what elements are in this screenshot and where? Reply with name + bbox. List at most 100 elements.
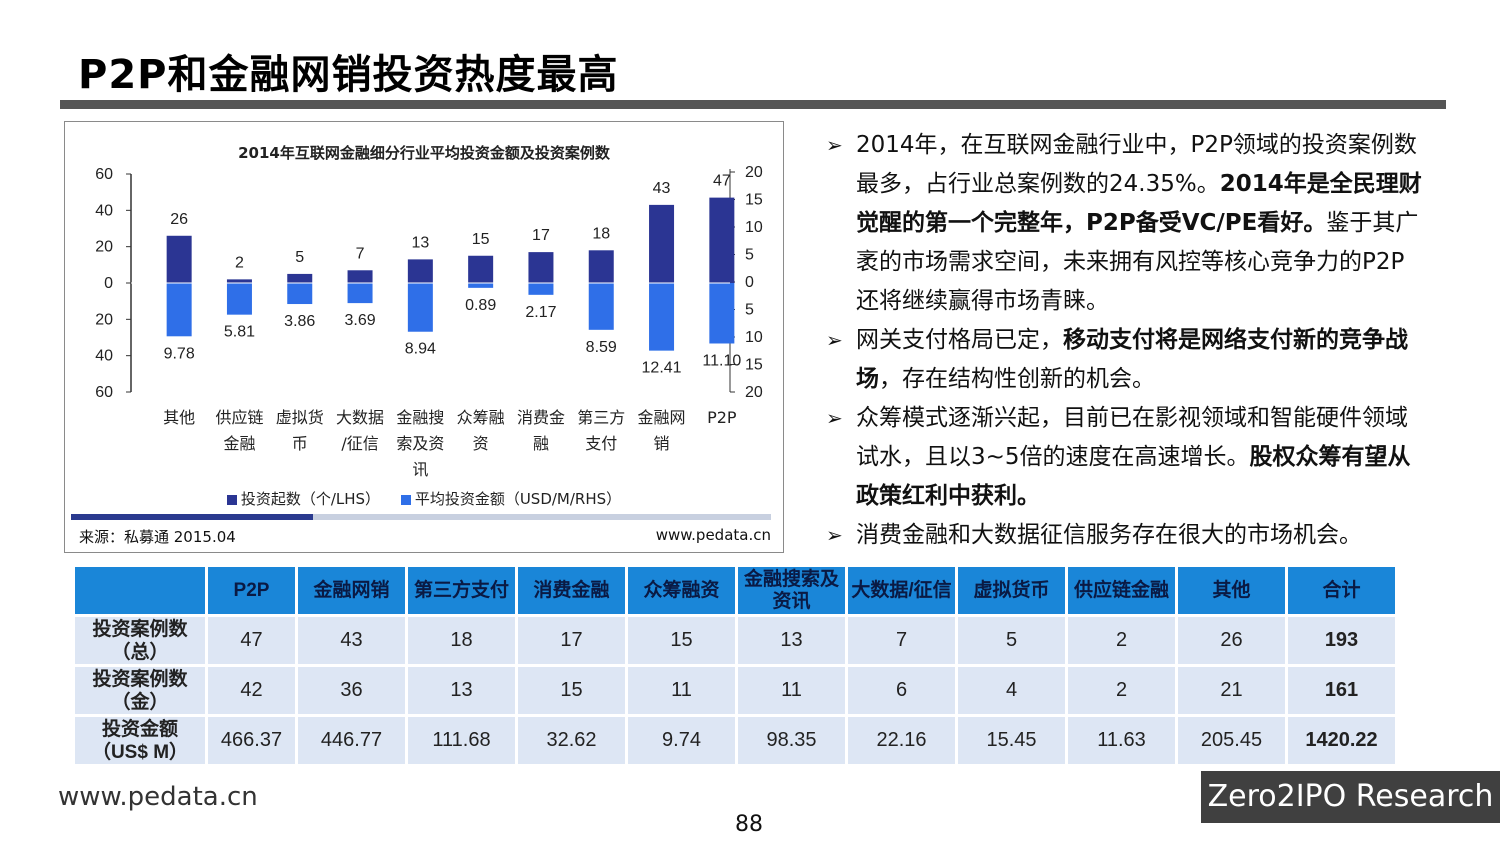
right-tick-label: 15: [745, 357, 763, 374]
table-header-row: P2P 金融网销 第三方支付 消费金融 众筹融资 金融搜索及资讯 大数据/征信 …: [75, 567, 1395, 614]
table-cell: 15.45: [958, 717, 1065, 764]
title-divider: [60, 100, 1446, 109]
row-header: 投资案例数（金）: [75, 667, 205, 714]
legend-swatch-cases: [226, 494, 237, 505]
left-tick-label: 40: [95, 202, 113, 219]
table-cell: 9.74: [628, 717, 735, 764]
category-label: 虚拟货: [276, 408, 324, 427]
bullet-bold-text: 2014年是全民理财觉醒的第一个完整年，P2P备受VC/PE看好。: [856, 171, 1422, 236]
data-label-cases: 18: [592, 225, 610, 242]
table-header: 金融网销: [298, 567, 405, 614]
bullet-text: ，存在结构性创新的机会。: [879, 366, 1155, 392]
data-label-amount: 8.94: [405, 341, 436, 358]
category-label: P2P: [707, 408, 737, 427]
bullet-text: 众筹模式逐渐兴起，目前已在影视领域和智能硬件领域试水，且以3~5倍的速度在高速增…: [856, 405, 1408, 470]
table-header: 消费金融: [518, 567, 625, 614]
left-tick-label: 20: [95, 311, 113, 328]
category-label: /征信: [341, 434, 378, 453]
category-label: 讯: [412, 460, 428, 479]
bar-cases: [709, 197, 735, 283]
data-label-cases: 2: [235, 254, 244, 271]
data-label-cases: 17: [532, 227, 550, 244]
category-label: 金融搜: [396, 408, 444, 427]
legend-item-cases: 投资起数（个/LHS）: [226, 490, 381, 508]
category-label: 金融网: [638, 408, 686, 427]
data-label-cases: 15: [472, 231, 490, 248]
category-label: 币: [292, 434, 308, 453]
chart-source: 来源：私募通 2015.04: [79, 528, 236, 546]
legend-label-amount: 平均投资金额（USD/M/RHS）: [414, 490, 622, 508]
data-label-cases: 43: [653, 180, 671, 197]
table-corner: [75, 567, 205, 614]
bar-amount: [226, 283, 252, 315]
bar-amount: [407, 283, 433, 332]
table-cell: 98.35: [738, 717, 845, 764]
bar-amount: [166, 283, 192, 337]
footer-url: www.pedata.cn: [58, 782, 258, 812]
page-number: 88: [735, 812, 763, 837]
bullet-arrow-icon: ➢: [826, 133, 843, 157]
table-cell: 22.16: [848, 717, 955, 764]
table-cell: 26: [1178, 617, 1285, 664]
bullet-bold-text: 移动支付将是网络支付新的竞争战场: [856, 327, 1408, 392]
right-tick-label: 20: [745, 164, 763, 181]
table-cell: 15: [628, 617, 735, 664]
data-label-amount: 9.78: [164, 345, 195, 362]
table-row: 投资金额（US$ M） 466.37 446.77 111.68 32.62 9…: [75, 717, 1395, 764]
legend-swatch-amount: [400, 494, 411, 505]
bullet-item: ➢ 2014年，在互联网金融行业中，P2P领域的投资案例数最多，占行业总案例数的2…: [826, 126, 1426, 321]
data-label-cases: 47: [713, 173, 731, 190]
table-cell: 7: [848, 617, 955, 664]
data-label-cases: 5: [295, 249, 304, 266]
right-tick-label: 10: [745, 329, 763, 346]
category-label: 供应链: [215, 408, 263, 427]
bullet-text: 网关支付格局已定，: [856, 327, 1063, 353]
table-cell: 17: [518, 617, 625, 664]
table-cell: 4: [958, 667, 1065, 714]
table-cell: 11: [738, 667, 845, 714]
bar-cases: [588, 250, 614, 283]
bullet-text: 消费金融和大数据征信服务存在很大的市场机会。: [856, 522, 1362, 548]
legend-label-cases: 投资起数（个/LHS）: [240, 490, 381, 508]
bar-cases: [528, 252, 554, 283]
chart-panel: 2014年互联网金融细分行业平均投资金额及投资案例数 60 40 20 0 20 40 60…: [64, 121, 784, 553]
bullet-arrow-icon: ➢: [826, 406, 843, 430]
bullet-item: ➢ 众筹模式逐渐兴起，目前已在影视领域和智能硬件领域试水，且以3~5倍的速度在高速…: [826, 399, 1426, 516]
category-label: 消费金: [517, 408, 565, 427]
table-cell: 2: [1068, 667, 1175, 714]
bullet-list: ➢ 2014年，在互联网金融行业中，P2P领域的投资案例数最多，占行业总案例数的2…: [826, 126, 1426, 555]
table-header: P2P: [208, 567, 295, 614]
right-tick-label: 15: [745, 192, 763, 209]
right-tick-label: 5: [745, 302, 754, 319]
table-total-cell: 1420.22: [1288, 717, 1395, 764]
bullet-arrow-icon: ➢: [826, 523, 843, 547]
table-cell: 13: [408, 667, 515, 714]
category-label: 资: [473, 434, 489, 453]
left-tick-label: 20: [95, 239, 113, 256]
data-label-amount: 12.41: [642, 360, 682, 377]
chart-title: 2014年互联网金融细分行业平均投资金额及投资案例数: [238, 144, 610, 162]
bullet-text: 鉴于其广袤的市场需求空间，未来拥有风控等核心竞争力的P2P还将继续赢得市场青睐。: [856, 210, 1419, 314]
right-tick-label: 20: [745, 384, 763, 401]
left-tick-label: 0: [104, 275, 113, 292]
table-header: 合计: [1288, 567, 1395, 614]
table-cell: 466.37: [208, 717, 295, 764]
table-cell: 6: [848, 667, 955, 714]
table-header: 供应链金融: [1068, 567, 1175, 614]
bar-amount: [588, 283, 614, 330]
bar-amount: [709, 283, 735, 344]
table-cell: 15: [518, 667, 625, 714]
data-label-amount: 3.69: [344, 312, 375, 329]
category-label: 金融: [223, 434, 255, 453]
data-label-cases: 7: [356, 245, 365, 262]
table-cell: 13: [738, 617, 845, 664]
left-tick-label: 60: [95, 166, 113, 183]
table-header: 第三方支付: [408, 567, 515, 614]
bar-cases: [347, 270, 373, 283]
left-tick-label: 40: [95, 348, 113, 365]
data-label-amount: 11.10: [702, 352, 741, 369]
row-header: 投资案例数（总）: [75, 617, 205, 664]
chart-legend: 投资起数（个/LHS） 平均投资金额（USD/M/RHS）: [65, 488, 783, 509]
data-label-amount: 2.17: [525, 304, 556, 321]
table-cell: 47: [208, 617, 295, 664]
